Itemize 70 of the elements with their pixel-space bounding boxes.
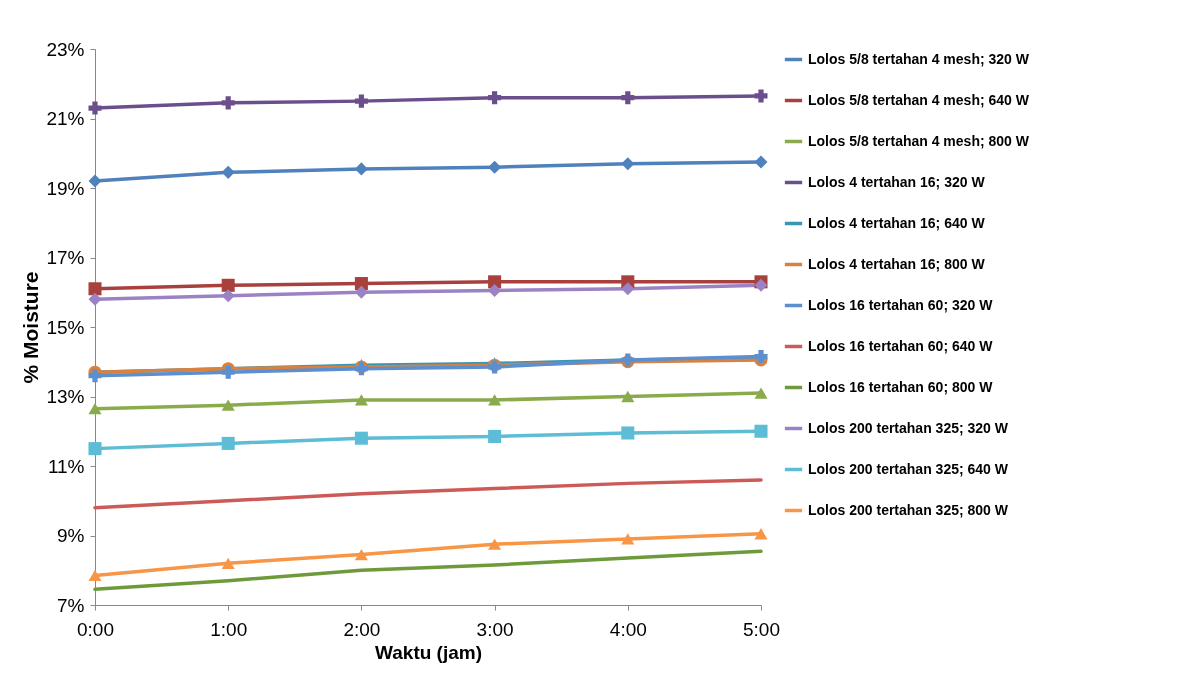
point [488,160,502,174]
point [488,91,502,105]
legend-label: Lolos 200 tertahan 325; 800 W [808,501,1009,518]
y-tick-label: 23% [46,38,85,60]
point [221,557,235,569]
point [488,538,502,550]
point [621,157,635,171]
point [88,403,102,415]
x-tick-label: 3:00 [476,618,514,640]
point [621,426,635,440]
point [754,424,768,438]
point [88,282,102,296]
point [488,283,502,298]
legend-label: Lolos 4 tertahan 16; 640 W [808,214,986,231]
legend-label: Lolos 4 tertahan 16; 800 W [808,255,986,272]
y-tick-label: 15% [46,316,85,338]
y-tick-label: 21% [46,108,85,129]
point [221,399,235,411]
legend-label: Lolos 5/8 tertahan 4 mesh; 640 W [808,91,1030,108]
legend-label: Lolos 4 tertahan 16; 320 W [808,173,986,190]
legend-label: Lolos 16 tertahan 60; 800 W [808,378,994,395]
point [354,285,368,299]
point [621,282,635,296]
point [221,165,235,179]
x-tick-label: 2:00 [343,618,381,640]
legend-label: Lolos 16 tertahan 60; 640 W [808,337,994,354]
point [621,533,635,545]
y-axis-title: % Moisture [19,271,43,384]
legend-label: Lolos 200 tertahan 325; 320 W [808,419,1009,436]
point [221,436,235,450]
legend-label: Lolos 16 tertahan 60; 320 W [808,296,994,313]
point [488,394,502,406]
y-tick-label: 7% [57,594,85,616]
line-series [93,549,763,592]
y-tick-label: 11% [47,455,85,477]
x-axis-title: Waktu (jam) [375,641,482,663]
point [88,569,102,582]
x-tick-label: 1:00 [210,618,248,640]
y-tick-label: 9% [57,525,85,546]
point [88,292,102,306]
legend-label: Lolos 200 tertahan 325; 640 W [808,460,1009,477]
line-series [93,478,763,510]
x-tick-label: 0:00 [77,618,114,640]
x-tick-label: 5:00 [743,618,780,640]
point [754,89,768,103]
point [221,96,235,110]
x-tick-label: 4:00 [609,618,647,640]
point [88,101,102,115]
y-tick-label: 13% [46,386,85,407]
point [488,429,502,443]
point [88,442,102,456]
point [354,431,368,445]
point [88,369,102,383]
legend-label: Lolos 5/8 tertahan 4 mesh; 800 W [808,132,1030,149]
point [221,289,235,303]
point [88,174,102,188]
point [354,162,368,176]
point [221,278,235,292]
point [354,277,368,291]
point [754,387,768,399]
point [754,528,768,540]
point [621,91,635,105]
point [354,394,368,406]
point [354,548,368,561]
y-tick-label: 19% [46,177,85,199]
point [621,390,635,403]
y-tick-label: 17% [46,247,85,268]
legend-label: Lolos 5/8 tertahan 4 mesh; 320 W [808,50,1030,67]
point [354,94,368,108]
point [754,155,768,169]
